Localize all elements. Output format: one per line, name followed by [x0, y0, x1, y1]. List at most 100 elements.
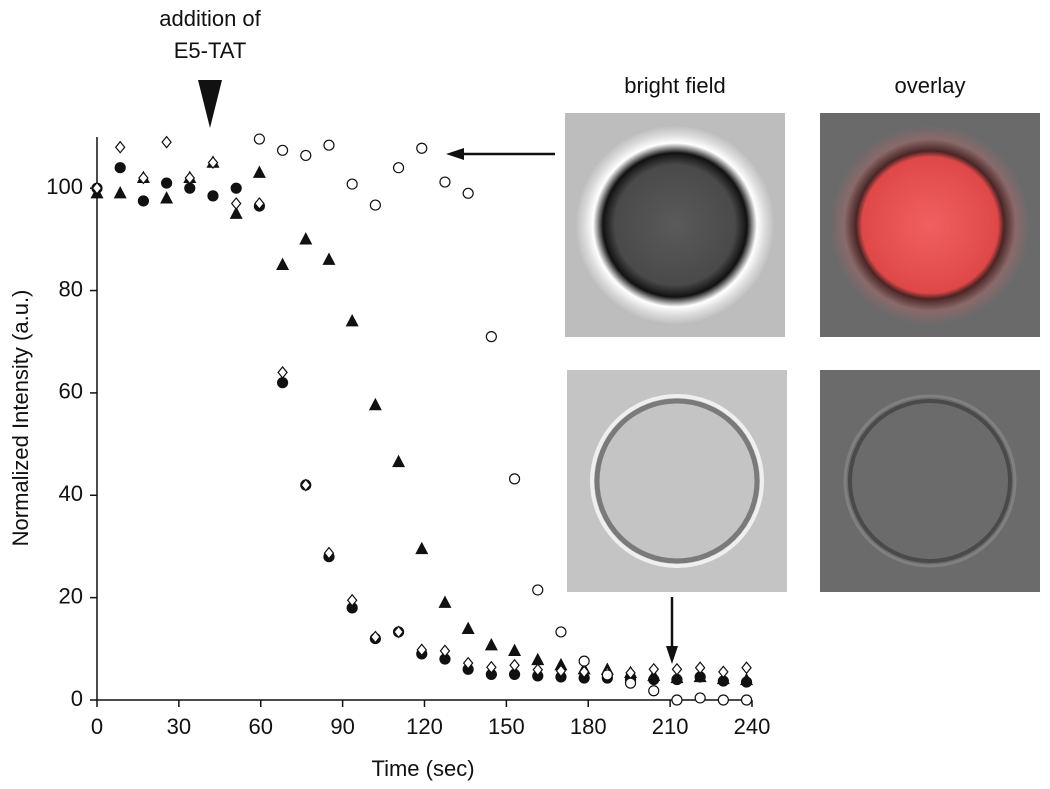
arrowhead [446, 148, 464, 160]
image-panels [565, 113, 1040, 592]
diamond-marker [718, 665, 729, 679]
diamond-marker [323, 546, 335, 560]
circle-marker [300, 149, 312, 162]
circle-marker [114, 162, 126, 174]
triangle-marker [693, 669, 707, 683]
circle-marker [485, 331, 497, 343]
triangle-marker [531, 652, 545, 666]
annotation: E5-TAT [174, 38, 247, 63]
y-tick-label: 20 [59, 583, 83, 608]
diamond-marker [416, 643, 428, 657]
diamond-marker [207, 156, 219, 170]
circle-marker [276, 377, 289, 389]
triangle-marker [415, 541, 429, 555]
triangle-marker [345, 313, 359, 327]
triangle-marker [252, 165, 266, 178]
circle-marker [508, 473, 521, 485]
vesicle [575, 125, 775, 325]
x-tick-label: 90 [330, 714, 354, 739]
overlay-after [820, 370, 1040, 592]
diamond-marker [555, 664, 567, 678]
y-axis-label: Normalized Intensity (a.u.) [8, 290, 33, 547]
y-tick-label: 0 [71, 686, 83, 711]
triangle-marker [368, 397, 382, 411]
x-axis-label: Time (sec) [371, 756, 474, 781]
x-tick-label: 210 [652, 714, 689, 739]
diamond-marker [184, 171, 196, 185]
circle-marker [416, 142, 428, 154]
panel-label: bright field [624, 73, 726, 98]
y-tick-label: 100 [46, 174, 83, 199]
circle-marker [462, 187, 474, 199]
circle-marker [184, 182, 196, 194]
circle-marker [276, 144, 289, 156]
triangle-marker [484, 637, 498, 651]
annotation: addition of [159, 6, 261, 31]
circle-marker [137, 195, 149, 207]
triangle-marker [508, 643, 522, 656]
circle-marker [392, 162, 405, 174]
diamond-marker [161, 135, 172, 149]
diamond-marker [648, 662, 660, 676]
y-tick-label: 40 [59, 481, 83, 506]
triangle-marker [276, 257, 290, 271]
vesicle [594, 398, 760, 564]
triangle-marker [461, 621, 475, 634]
circle-marker [160, 177, 173, 189]
x-tick-label: 120 [406, 714, 443, 739]
diamond-marker [91, 181, 103, 195]
circle-marker [624, 677, 637, 689]
arrowhead [666, 646, 678, 664]
panel-label: overlay [895, 73, 966, 98]
circle-marker [369, 199, 381, 211]
vesicle [848, 399, 1012, 563]
diamond-marker [138, 171, 149, 185]
y-tick-label: 60 [59, 379, 83, 404]
circle-marker [253, 133, 265, 145]
triangle-marker [438, 595, 452, 608]
circle-marker [648, 685, 660, 697]
diamond-marker [393, 625, 404, 639]
bright-field-after [567, 370, 787, 592]
circle-marker [532, 584, 544, 596]
circle-marker [346, 178, 358, 190]
circle-marker [694, 692, 706, 704]
diamond-marker [300, 478, 312, 492]
x-tick-label: 240 [734, 714, 771, 739]
triangle-marker [740, 672, 754, 686]
diamond-marker [230, 197, 242, 210]
diamond-marker [114, 140, 126, 154]
circle-marker [671, 694, 683, 706]
triangle-marker [299, 232, 313, 245]
circle-marker [601, 669, 613, 681]
circle-marker [439, 176, 451, 188]
circle-marker [230, 182, 242, 194]
triangle-marker [113, 186, 127, 199]
x-tick-label: 180 [570, 714, 607, 739]
triangle-marker [160, 191, 174, 204]
diamond-marker [462, 656, 474, 670]
diamond-marker [532, 663, 544, 677]
diamond-marker [254, 197, 265, 210]
triangle-marker [392, 454, 406, 468]
diamond-marker [741, 661, 752, 675]
y-tick-label: 80 [59, 276, 83, 301]
circle-marker [578, 655, 590, 667]
addition-marker [198, 80, 222, 128]
diamond-marker [346, 593, 358, 607]
diamond-marker [370, 630, 381, 644]
x-tick-label: 150 [488, 714, 525, 739]
arrows [198, 80, 678, 664]
diamond-marker [277, 365, 288, 379]
circle-marker [717, 694, 729, 706]
diamond-marker [439, 644, 451, 658]
circle-marker [740, 694, 753, 706]
diamond-marker [694, 661, 706, 675]
circle-marker [207, 190, 219, 202]
triangle-marker [670, 670, 684, 684]
x-tick-label: 30 [167, 714, 191, 739]
diamond-marker [671, 662, 683, 676]
triangle-marker [229, 206, 243, 219]
x-tick-label: 0 [91, 714, 103, 739]
